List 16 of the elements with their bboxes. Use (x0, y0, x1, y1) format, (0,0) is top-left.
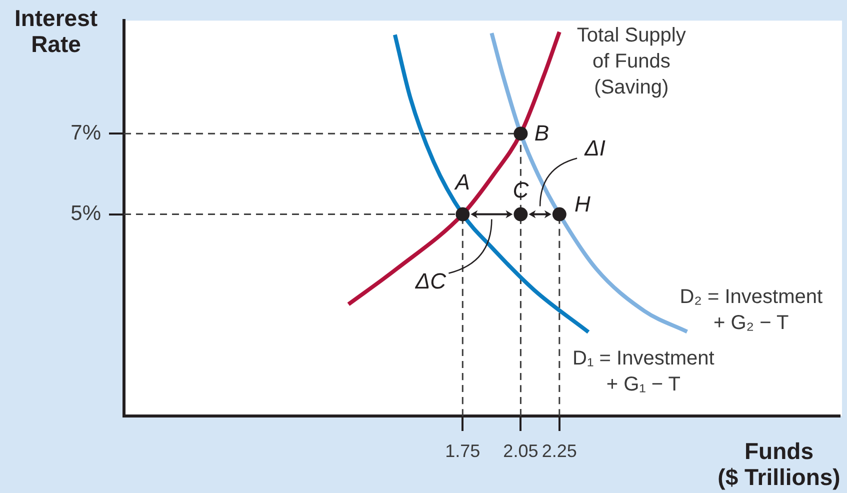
annotation: ΔC (414, 268, 446, 294)
annotation: B (534, 120, 550, 146)
y-axis-title: Interest Rate (14, 5, 98, 57)
series-label: D₂ = Investment + G₂ − T (680, 286, 823, 334)
x-tick-label: 2.25 (542, 440, 577, 461)
annotation: A (453, 169, 470, 194)
annotation: H (574, 191, 590, 216)
y-tick-label: 5% (70, 202, 101, 226)
x-tick-label: 2.05 (503, 440, 538, 461)
x-axis-title: Funds ($ Trillions) (718, 438, 840, 490)
annotation: C (512, 177, 529, 202)
series-label: Total Supply of Funds (Saving) (576, 24, 686, 98)
x-tick-label: 1.75 (445, 440, 480, 461)
series-label: D₁ = Investment + G₁ − T (572, 348, 715, 396)
annotation: ΔI (584, 135, 606, 160)
y-tick-label: 7% (70, 121, 101, 144)
